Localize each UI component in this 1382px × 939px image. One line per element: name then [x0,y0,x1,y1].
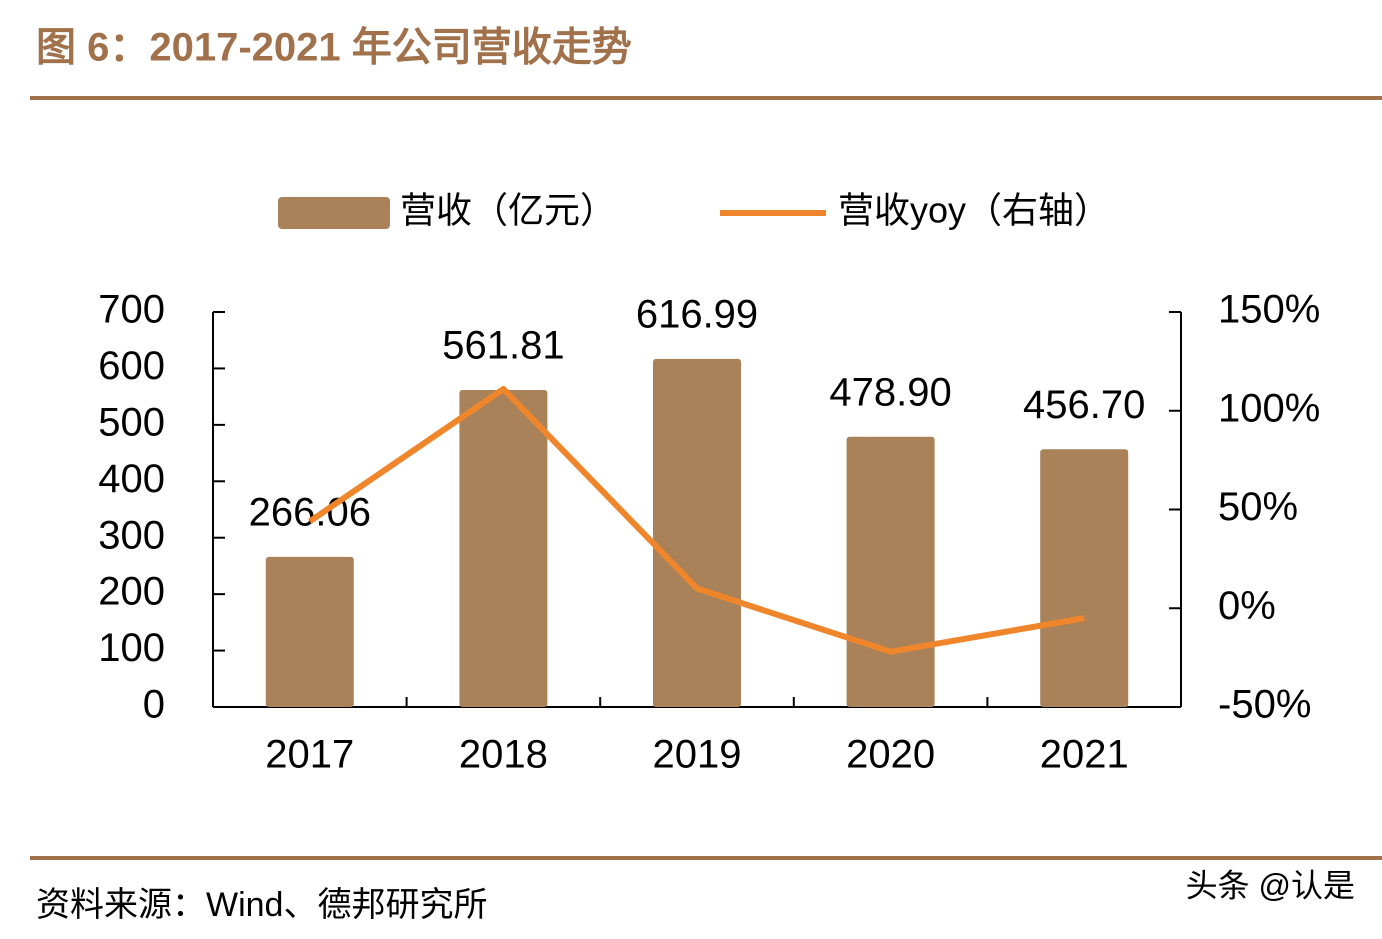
data-label: 266.06 [249,490,371,534]
y-tick-label: 200 [98,570,165,614]
y-tick-label: 100 [98,626,165,670]
chart-title: 图 6：2017-2021 年公司营收走势 [36,26,632,70]
y2-tick-label: 150% [1218,288,1320,332]
line [308,386,1085,655]
bar [1040,449,1129,707]
source: 资料来源：Wind、德邦研究所 [36,886,487,924]
x-tick-label: 2017 [265,733,354,777]
separator [30,856,1382,860]
y-tick-label: 500 [98,400,165,444]
bar [265,556,354,707]
y-tick-label: 300 [98,513,165,557]
legend-swatch [278,197,390,229]
y-tick-label: 0 [143,683,165,727]
data-label: 478.90 [829,370,951,414]
bar [846,436,935,707]
x-tick-label: 2021 [1040,733,1129,777]
y-tick-label: 400 [98,457,165,501]
y-tick-label: 600 [98,344,165,388]
x-tick-label: 2019 [653,733,742,777]
y-tick-label: 700 [98,288,165,332]
bar [653,358,741,707]
x-tick-label: 2020 [846,733,935,777]
y2-tick-label: 0% [1218,584,1276,628]
legend-label: 营收（亿元） [400,190,616,231]
data-label: 616.99 [636,292,758,336]
bar [459,389,548,707]
y2-tick-label: 50% [1218,485,1298,529]
data-label: 456.70 [1023,383,1145,427]
x-tick-label: 2018 [459,733,548,777]
separator [30,96,1382,100]
watermark: 头条 @认是 [1186,867,1355,903]
legend-label: 营收yoy（右轴） [838,190,1110,231]
data-label: 561.81 [442,324,564,368]
y2-tick-label: -50% [1218,683,1311,727]
y2-tick-label: 100% [1218,386,1320,430]
